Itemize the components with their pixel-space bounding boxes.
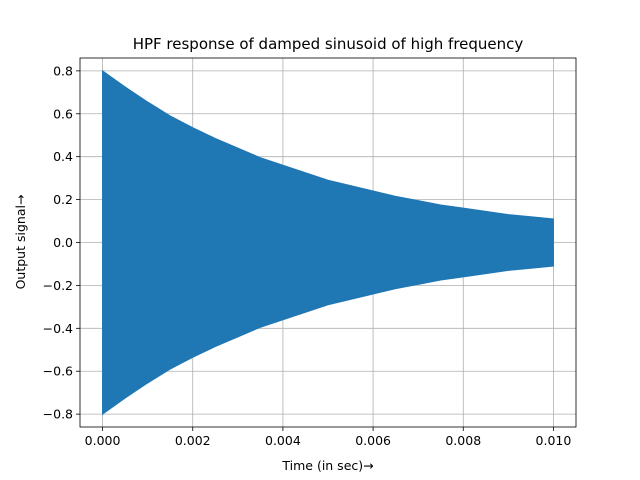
y-tick-label: 0.0 — [53, 235, 73, 250]
x-axis-label: Time (in sec)→ — [281, 458, 373, 473]
x-tick-label: 0.008 — [445, 433, 481, 448]
plot-area — [102, 69, 554, 416]
y-tick-label: 0.6 — [53, 106, 73, 121]
x-axis: 0.000 0.002 0.004 0.006 0.008 0.010 — [85, 427, 572, 448]
y-axis: −0.8 −0.6 −0.4 −0.2 0.0 0.2 0.4 0.6 0.8 — [43, 63, 80, 422]
y-tick-label: 0.4 — [53, 149, 73, 164]
y-tick-label: 0.2 — [53, 192, 73, 207]
y-tick-label: −0.6 — [43, 364, 73, 379]
x-tick-label: 0.010 — [536, 433, 572, 448]
x-tick-label: 0.006 — [355, 433, 391, 448]
y-tick-label: −0.2 — [43, 278, 73, 293]
y-axis-label: Output signal→ — [13, 195, 28, 290]
x-tick-label: 0.000 — [85, 433, 121, 448]
y-tick-label: −0.4 — [43, 321, 73, 336]
y-tick-label: −0.8 — [43, 407, 73, 422]
chart-title: HPF response of damped sinusoid of high … — [133, 35, 524, 53]
x-tick-label: 0.002 — [175, 433, 211, 448]
x-tick-label: 0.004 — [265, 433, 301, 448]
y-tick-label: 0.8 — [53, 63, 73, 78]
signal-envelope — [102, 69, 554, 416]
